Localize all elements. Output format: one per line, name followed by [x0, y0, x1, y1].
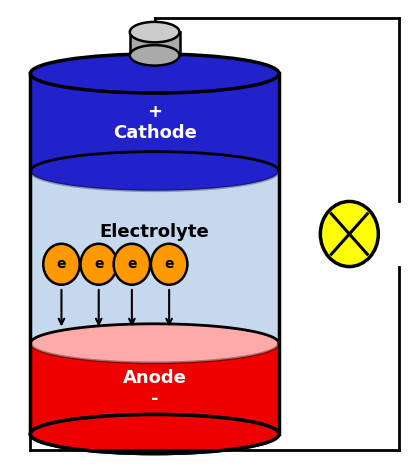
Ellipse shape — [30, 415, 279, 453]
Text: e: e — [94, 257, 103, 271]
Circle shape — [320, 201, 378, 267]
Ellipse shape — [130, 22, 179, 42]
Circle shape — [114, 244, 150, 285]
Text: Electrolyte: Electrolyte — [100, 223, 209, 241]
Ellipse shape — [30, 415, 279, 453]
Ellipse shape — [30, 152, 279, 191]
Circle shape — [43, 244, 80, 285]
Text: Anode
-: Anode - — [123, 369, 186, 408]
Ellipse shape — [30, 54, 279, 93]
Bar — [30, 344, 279, 434]
Text: e: e — [127, 257, 137, 271]
Circle shape — [151, 244, 187, 285]
Text: e: e — [164, 257, 174, 271]
Text: +
Cathode: + Cathode — [113, 103, 196, 142]
Ellipse shape — [130, 45, 179, 66]
Bar — [30, 171, 279, 344]
Bar — [130, 32, 179, 55]
Text: e: e — [57, 257, 66, 271]
Ellipse shape — [30, 324, 279, 363]
Bar — [30, 73, 279, 171]
Circle shape — [80, 244, 117, 285]
